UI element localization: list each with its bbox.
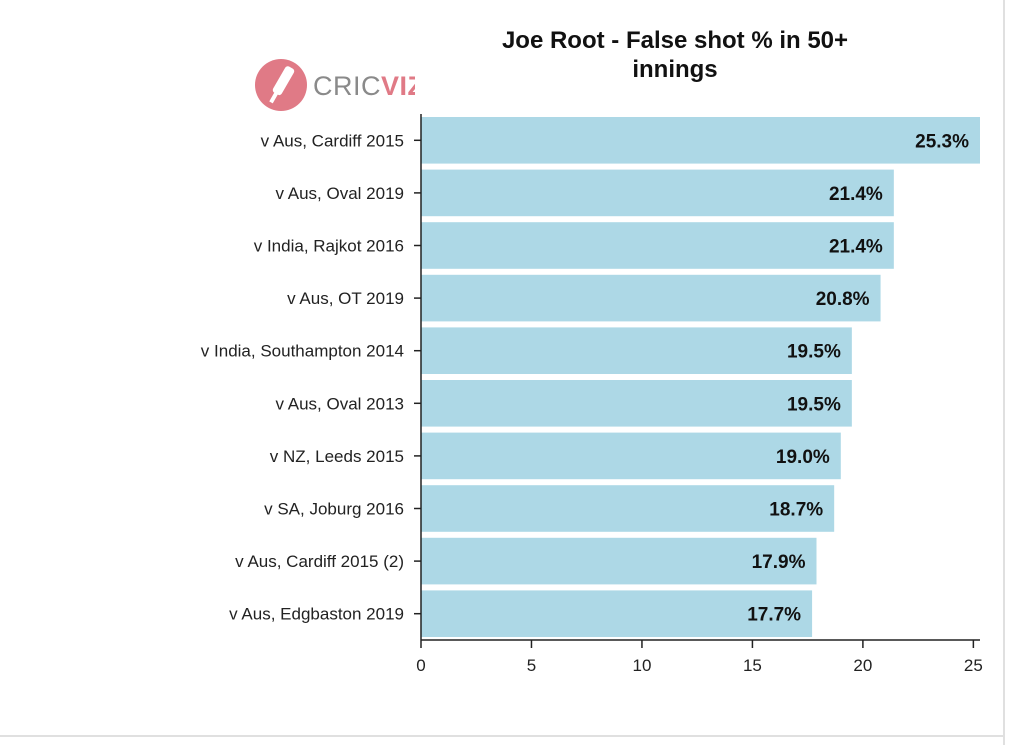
y-tick-label: v Aus, OT 2019 bbox=[287, 289, 404, 308]
logo-text-viz: VIZ bbox=[381, 71, 415, 101]
svg-text:CRICVIZ: CRICVIZ bbox=[313, 71, 415, 101]
bar bbox=[421, 169, 894, 217]
bar bbox=[421, 327, 852, 374]
data-label: 19.5% bbox=[787, 342, 841, 363]
x-tick-label: 25 bbox=[964, 656, 983, 675]
bar bbox=[421, 485, 835, 532]
x-tick-label: 5 bbox=[527, 656, 536, 675]
data-label: 18.7% bbox=[769, 500, 823, 521]
y-tick-label: v SA, Joburg 2016 bbox=[264, 500, 404, 519]
data-label: 20.8% bbox=[816, 289, 870, 310]
chart-title: Joe Root - False shot % in 50+ innings bbox=[501, 27, 849, 83]
x-tick-label: 20 bbox=[853, 656, 872, 675]
y-tick-label: v Aus, Cardiff 2015 bbox=[261, 131, 404, 150]
data-label: 19.0% bbox=[776, 447, 830, 468]
logo-text-cric: CRIC bbox=[313, 71, 381, 101]
bar bbox=[421, 537, 817, 585]
cricviz-logo: CRICVIZ bbox=[255, 59, 415, 111]
bar bbox=[421, 274, 881, 322]
y-tick-label: v India, Southampton 2014 bbox=[201, 342, 404, 361]
x-tick-label: 0 bbox=[416, 656, 425, 675]
bar bbox=[421, 380, 852, 427]
data-label: 21.4% bbox=[829, 184, 883, 205]
bar bbox=[421, 117, 980, 164]
y-tick-label: v India, Rajkot 2016 bbox=[254, 237, 404, 256]
x-tick-label: 15 bbox=[743, 656, 762, 675]
y-tick-label: v Aus, Edgbaston 2019 bbox=[229, 605, 404, 624]
frame-bottom-border bbox=[0, 735, 1005, 737]
y-tick-label: v Aus, Oval 2013 bbox=[275, 394, 404, 413]
y-tick-label: v Aus, Oval 2019 bbox=[275, 184, 404, 203]
y-tick-label: v NZ, Leeds 2015 bbox=[270, 447, 404, 466]
bar bbox=[421, 222, 894, 269]
bar bbox=[421, 432, 841, 480]
data-label: 17.7% bbox=[747, 605, 801, 626]
bar bbox=[421, 590, 813, 637]
data-label: 25.3% bbox=[915, 131, 969, 152]
data-label: 19.5% bbox=[787, 394, 841, 415]
y-tick-label: v Aus, Cardiff 2015 (2) bbox=[235, 552, 404, 571]
frame-right-border bbox=[1003, 0, 1005, 745]
data-label: 21.4% bbox=[829, 237, 883, 258]
data-label: 17.9% bbox=[752, 552, 806, 573]
x-tick-label: 10 bbox=[632, 656, 651, 675]
